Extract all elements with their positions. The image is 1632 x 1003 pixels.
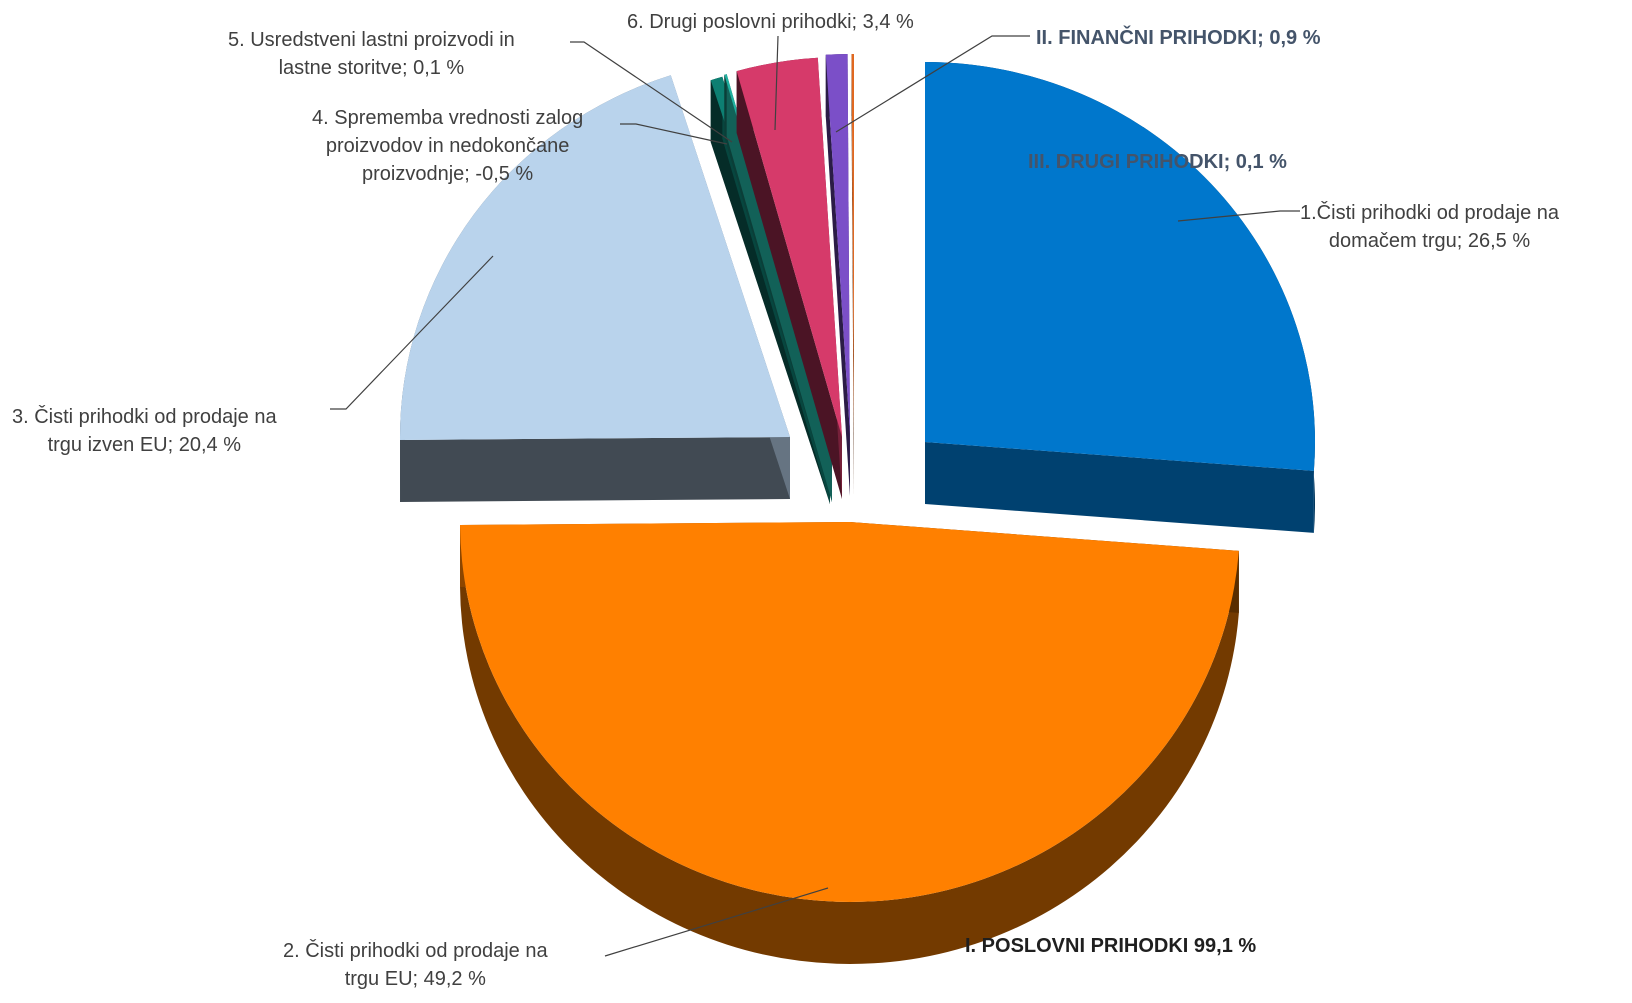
group-label-poslovni: I. POSLOVNI PRIHODKI 99,1 % — [965, 935, 1257, 957]
slice-s3 — [400, 75, 790, 440]
label-slice-7: II. FINANČNI PRIHODKI; 0,9 % — [1036, 27, 1321, 49]
label-slice-5: 5. Usredstveni lastni proizvodi in lastn… — [228, 29, 515, 79]
label-slice-1: 1.Čisti prihodki od prodaje na domačem t… — [1300, 202, 1560, 252]
label-slice-8: III. DRUGI PRIHODKI; 0,1 % — [1028, 151, 1287, 173]
slice-wall-a-s8 — [851, 54, 854, 497]
slice-side-s2 — [460, 524, 1239, 965]
slice-s1 — [925, 62, 1315, 471]
leader-slice-1 — [1177, 210, 1300, 222]
slice-wall-a-s3 — [400, 437, 790, 502]
label-slice-4: 4. Sprememba vrednosti zalog proizvodov … — [312, 107, 584, 185]
leader-slice-7 — [835, 35, 1030, 133]
slice-wall-a-s6 — [736, 71, 842, 500]
leader-slice-4 — [620, 123, 728, 145]
leader-slice-2 — [604, 887, 829, 957]
slice-wall-b-s1 — [925, 442, 1314, 533]
slice-s6 — [736, 57, 842, 438]
slice-s2 — [460, 522, 1239, 903]
slice-wall-a-s7 — [825, 54, 850, 497]
leader-slice-5 — [570, 41, 733, 143]
slice-s8 — [851, 54, 854, 434]
leader-slice-6 — [774, 35, 779, 131]
leader-slice-3 — [330, 255, 494, 410]
label-slice-6: 6. Drugi poslovni prihodki; 3,4 % — [627, 11, 914, 33]
label-slice-2: 2. Čisti prihodki od prodaje na trgu EU;… — [283, 940, 548, 990]
label-slice-3: 3. Čisti prihodki od prodaje na trgu izv… — [12, 406, 277, 456]
slice-s7 — [825, 54, 850, 435]
